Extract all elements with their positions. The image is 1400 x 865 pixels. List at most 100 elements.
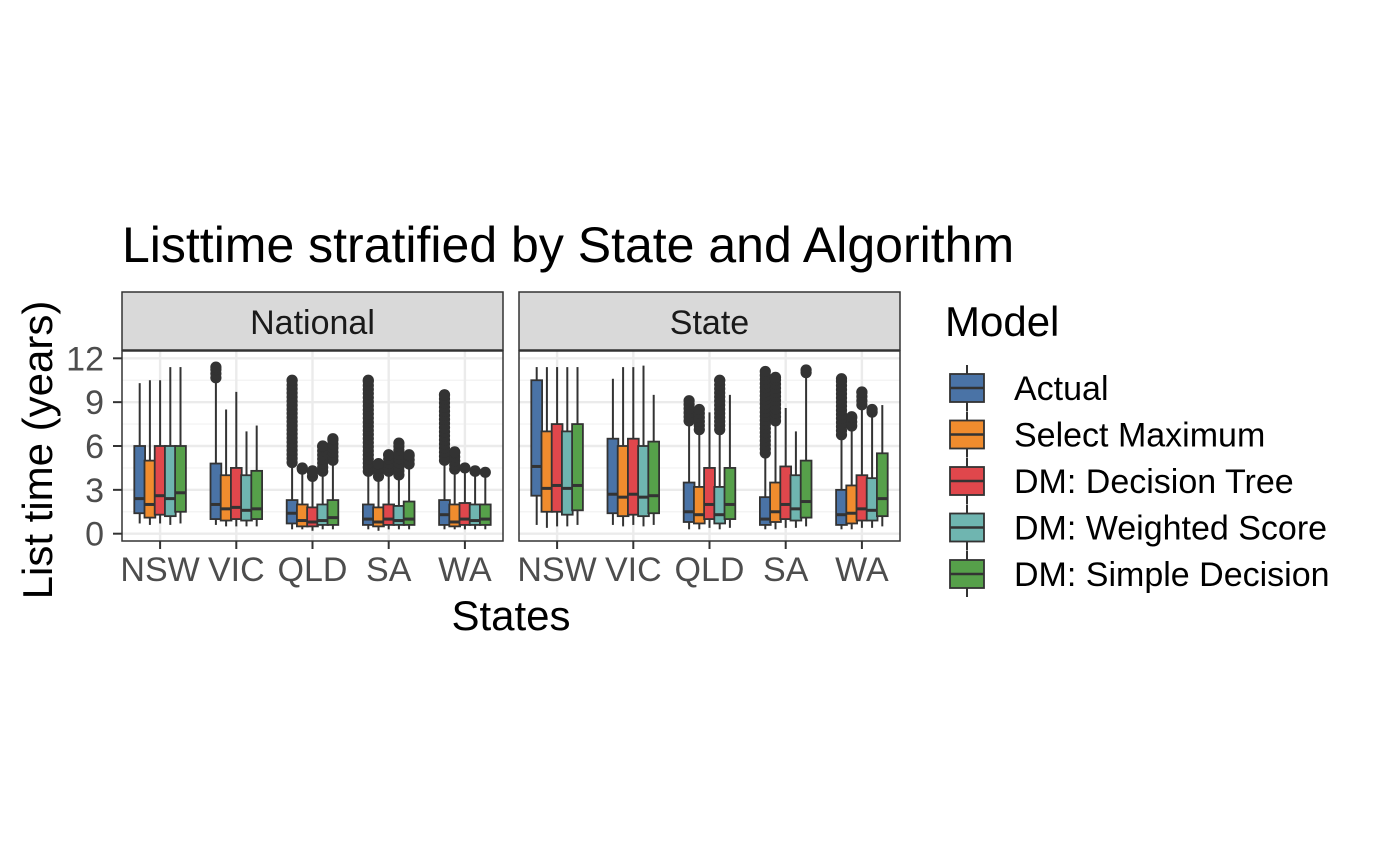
y-axis-title: List time (years) <box>14 301 61 600</box>
facet-strip-label: National <box>250 304 375 342</box>
x-tick-label: QLD <box>675 551 745 589</box>
outlier-point <box>835 373 848 385</box>
y-tick-label: 12 <box>66 340 104 378</box>
box-group-qld <box>285 374 340 531</box>
legend-item-select-maximum: Select Maximum <box>949 411 1265 458</box>
x-tick-label: SA <box>763 551 809 589</box>
outlier-point <box>210 361 222 373</box>
outlier-point <box>393 437 405 449</box>
box-iqr <box>295 503 309 528</box>
box-nsw-actual <box>530 367 543 525</box>
box-iqr <box>392 505 406 526</box>
box-iqr <box>855 474 869 522</box>
x-tick-label: QLD <box>278 551 348 589</box>
y-tick-label: 3 <box>85 472 104 510</box>
box-wa-select-maximum <box>448 446 461 530</box>
box-iqr <box>382 503 395 526</box>
box-iqr <box>133 445 147 515</box>
box-iqr <box>571 423 584 512</box>
box-sa-select-maximum <box>769 371 782 530</box>
box-group-qld <box>682 374 737 530</box>
box-wa-actual <box>438 389 451 530</box>
chart-title: Listtime stratified by State and Algorit… <box>122 217 1014 273</box>
box-iqr <box>647 440 660 515</box>
facet-panel-national: National NSW VIC QLD SA WA <box>120 291 504 589</box>
legend: Model Actual Select Maximum DM: Decision T… <box>945 298 1330 597</box>
box-group-sa <box>361 374 416 531</box>
box-group-wa <box>438 389 492 530</box>
box-iqr <box>769 481 782 523</box>
box-qld-actual <box>682 395 696 530</box>
box-iqr <box>240 474 253 522</box>
box-iqr <box>530 379 543 497</box>
box-iqr <box>723 467 737 520</box>
box-group-nsw <box>133 367 187 525</box>
y-tick-label: 6 <box>85 428 104 466</box>
box-wa-select-maximum <box>845 411 858 530</box>
box-iqr <box>478 503 492 526</box>
outlier-point <box>469 465 481 477</box>
box-iqr <box>627 437 640 516</box>
box-vic-dm-decision-tree <box>627 367 640 525</box>
facet-panel-state: State NSW VIC QLD SA WA <box>517 291 901 589</box>
box-wa-dm-simple-decision <box>876 405 889 527</box>
box-iqr <box>876 452 889 518</box>
box-iqr <box>229 467 243 520</box>
box-sa-select-maximum <box>372 457 385 531</box>
outlier-point <box>403 449 415 461</box>
box-sa-dm-decision-tree <box>382 449 395 530</box>
box-qld-select-maximum <box>295 462 309 530</box>
box-iqr <box>835 488 848 526</box>
box-iqr <box>799 459 813 519</box>
outlier-point <box>866 403 878 416</box>
outlier-point <box>759 365 771 378</box>
box-qld-dm-weighted-score <box>713 374 726 530</box>
box-qld-dm-decision-tree <box>306 465 319 531</box>
box-iqr <box>153 445 167 516</box>
box-iqr <box>326 499 340 526</box>
facet-strip <box>518 291 901 351</box>
box-iqr <box>143 459 157 519</box>
outlier-point <box>714 374 726 386</box>
box-iqr <box>561 430 574 516</box>
box-wa-dm-weighted-score <box>468 465 482 530</box>
box-iqr <box>693 486 706 525</box>
box-iqr <box>209 462 223 520</box>
legend-label: DM: Decision Tree <box>1014 463 1294 501</box>
box-sa-dm-simple-decision <box>402 449 416 530</box>
box-sa-dm-weighted-score <box>392 437 406 530</box>
x-tick-label: WA <box>438 551 492 589</box>
box-qld-dm-weighted-score <box>316 440 329 530</box>
box-sa-dm-simple-decision <box>799 364 813 527</box>
box-iqr <box>865 477 879 522</box>
box-nsw-dm-simple-decision <box>174 367 187 524</box>
box-wa-dm-weighted-score <box>865 403 879 528</box>
outlier-point <box>800 364 812 376</box>
box-iqr <box>606 437 620 515</box>
outlier-point <box>306 465 319 477</box>
box-iqr <box>637 445 650 518</box>
box-group-nsw <box>530 367 584 528</box>
box-iqr <box>361 503 375 526</box>
box-iqr <box>845 484 858 525</box>
box-iqr <box>372 506 385 528</box>
x-tick-label: VIC <box>605 551 662 589</box>
box-iqr <box>438 499 451 526</box>
box-qld-dm-simple-decision <box>723 394 737 528</box>
box-sa-actual <box>361 374 375 530</box>
outlier-point <box>693 403 705 416</box>
box-nsw-dm-simple-decision <box>571 367 584 525</box>
legend-label: DM: Simple Decision <box>1014 556 1330 594</box>
legend-item-dm-simple-decision: DM: Simple Decision <box>949 551 1330 597</box>
outlier-point <box>438 389 451 401</box>
box-vic-dm-simple-decision <box>250 425 264 527</box>
legend-label: DM: Weighted Score <box>1014 510 1327 548</box>
facet-strip <box>121 291 504 351</box>
legend-label: Select Maximum <box>1014 417 1265 455</box>
x-tick-label: NSW <box>517 551 596 589</box>
x-tick-label: NSW <box>120 551 199 589</box>
outlier-point <box>296 462 308 474</box>
y-tick-label: 0 <box>85 516 104 554</box>
outlier-point <box>317 440 329 452</box>
